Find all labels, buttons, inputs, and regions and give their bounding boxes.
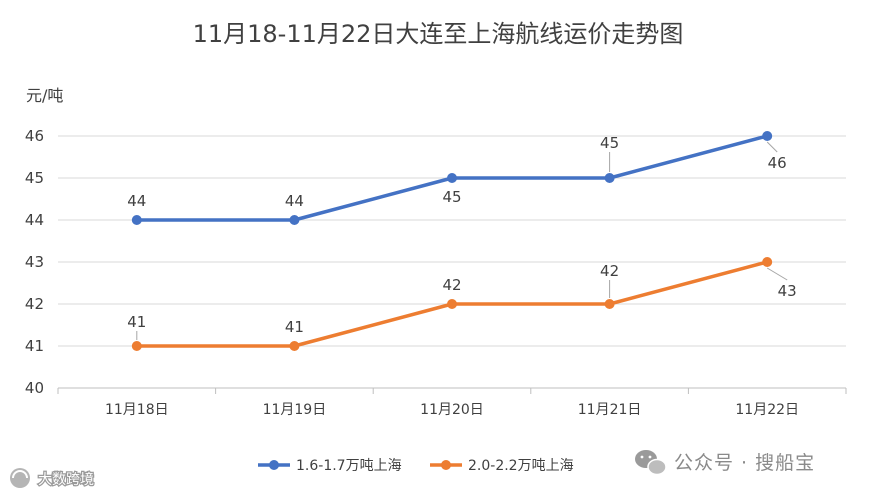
data-labels: 44 44 45 45 46 41 41 42 42 43 [127, 134, 797, 340]
x-tick-label: 11月19日 [263, 402, 327, 418]
data-point [289, 215, 300, 225]
wechat-icon [635, 450, 667, 476]
series-lines [131, 131, 773, 351]
x-tick-label: 11月22日 [735, 402, 799, 418]
x-axis: 11月18日 11月19日 11月20日 11月21日 11月22日 [57, 388, 847, 418]
y-tick-label: 43 [25, 253, 44, 271]
x-tick-label: 11月20日 [420, 402, 484, 418]
y-tick-label: 45 [25, 169, 44, 187]
data-point [289, 341, 300, 351]
y-tick-label: 42 [25, 295, 44, 313]
y-tick-label: 40 [25, 379, 44, 397]
chart-title: 11月18-11月22日大连至上海航线运价走势图 [193, 20, 684, 48]
legend-label: 1.6-1.7万吨上海 [296, 458, 402, 474]
watermark-left: 大数跨境 [10, 468, 95, 489]
y-axis-ticks: 40 41 42 43 44 45 46 [25, 127, 44, 397]
data-point [762, 131, 773, 141]
data-label: 42 [600, 262, 619, 280]
y-tick-label: 44 [25, 211, 44, 229]
leader-line [766, 267, 788, 281]
watermark-left-text: 大数跨境 [38, 472, 94, 488]
data-label: 41 [285, 318, 304, 336]
data-label: 45 [600, 134, 619, 152]
legend-label: 2.0-2.2万吨上海 [468, 458, 574, 474]
data-point [604, 299, 615, 309]
watermark-right: 公众号 · 搜船宝 [635, 450, 815, 476]
data-label: 42 [442, 276, 461, 294]
data-point [131, 215, 142, 225]
legend-marker [441, 460, 451, 470]
data-point [604, 173, 615, 183]
data-label: 41 [127, 313, 146, 331]
leader-line [766, 141, 778, 153]
data-point [447, 173, 457, 183]
brand-logo-icon [10, 468, 30, 488]
data-label: 44 [285, 192, 304, 210]
data-label: 43 [778, 282, 797, 300]
legend-marker [269, 460, 279, 470]
y-tick-label: 41 [25, 337, 44, 355]
data-point [447, 299, 457, 309]
legend: 1.6-1.7万吨上海 2.0-2.2万吨上海 [258, 458, 574, 474]
data-label: 45 [442, 188, 461, 206]
data-point [131, 341, 142, 351]
data-label: 44 [127, 192, 146, 210]
watermark-right-text: 公众号 · 搜船宝 [674, 452, 815, 474]
data-label: 46 [768, 154, 787, 172]
data-point [762, 257, 773, 267]
y-axis-unit: 元/吨 [26, 86, 63, 105]
x-tick-label: 11月21日 [578, 402, 642, 418]
y-tick-label: 46 [25, 127, 44, 145]
x-tick-label: 11月18日 [105, 402, 169, 418]
